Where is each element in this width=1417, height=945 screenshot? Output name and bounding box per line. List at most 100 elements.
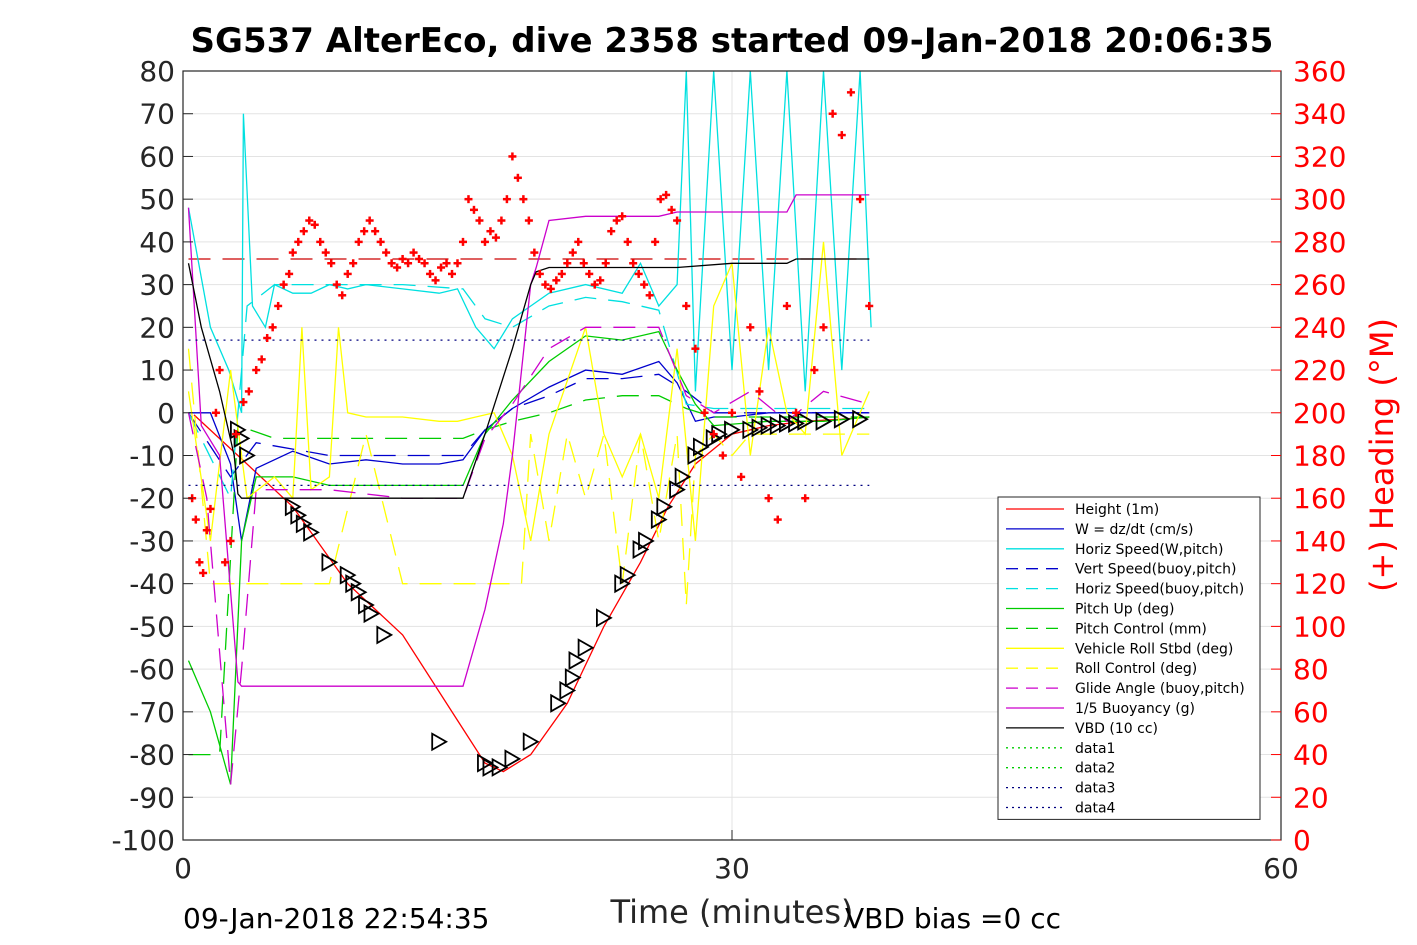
heading-marker [420, 259, 429, 268]
heading-marker [475, 216, 484, 225]
heading-marker [195, 558, 204, 567]
heading-marker [202, 526, 211, 535]
heading-marker [211, 408, 220, 417]
triangle-marker [674, 467, 692, 487]
heading-marker [349, 259, 358, 268]
legend-label: 1/5 Buoyancy (g) [1075, 701, 1195, 717]
heading-marker [191, 515, 200, 524]
triangle-marker [638, 531, 655, 551]
heading-marker [682, 301, 691, 310]
heading-marker [728, 408, 736, 417]
heading-marker [667, 205, 676, 214]
heading-marker [257, 355, 266, 364]
heading-marker [244, 387, 253, 396]
legend-label: Vert Speed(buoy,pitch) [1075, 562, 1237, 578]
heading-marker [409, 248, 418, 257]
heading-marker [232, 430, 241, 439]
y-right-tick-label: 160 [1293, 482, 1346, 515]
triangle-marker [779, 413, 796, 434]
footer-timestamp: 09-Jan-2018 22:54:35 [183, 902, 489, 935]
y-right-tick-label: 300 [1293, 183, 1346, 216]
legend: Height (1m) W = dz/dt (cm/s) Horiz Speed(W… [997, 496, 1261, 820]
heading-marker [819, 323, 828, 332]
legend-label: data4 [1075, 801, 1116, 817]
heading-marker [590, 280, 599, 289]
y-right-tick-label: 360 [1293, 55, 1346, 88]
footer-vbd-bias: VBD bias =0 cc [845, 902, 1061, 935]
triangle-marker [769, 416, 787, 436]
triangle-marker [284, 497, 302, 517]
heading-marker [480, 237, 489, 246]
heading-marker [502, 195, 511, 204]
heading-marker [497, 216, 506, 225]
legend-label: data1 [1075, 741, 1115, 757]
heading-marker [709, 430, 718, 439]
series-line-9 [187, 348, 870, 606]
y-right-tick-label: 80 [1293, 653, 1329, 686]
triangle-marker [339, 565, 357, 585]
heading-marker [431, 276, 440, 285]
heading-marker [607, 227, 616, 236]
y-left-tick-label: -40 [129, 568, 175, 601]
heading-marker [338, 291, 347, 300]
heading-marker [782, 301, 791, 310]
y-right-tick-label: 240 [1293, 311, 1346, 344]
heading-marker [579, 259, 588, 268]
heading-marker [387, 259, 396, 268]
triangle-marker [833, 409, 851, 429]
heading-marker [305, 216, 314, 225]
heading-marker [856, 195, 865, 204]
y-right-tick-label: 280 [1293, 226, 1346, 259]
heading-marker [274, 301, 283, 310]
y-left-tick-label: 60 [139, 140, 175, 173]
heading-marker [268, 323, 277, 332]
heading-marker [226, 536, 235, 545]
triangle-marker [363, 604, 381, 624]
heading-marker [464, 195, 473, 204]
legend-label: Height (1m) [1075, 502, 1159, 518]
heading-marker [398, 254, 407, 263]
heading-marker [764, 494, 773, 503]
heading-marker [371, 227, 380, 236]
heading-marker [360, 227, 369, 236]
y-right-tick-label: 100 [1293, 610, 1346, 643]
heading-marker [629, 259, 638, 268]
y-left-tick-label: -50 [129, 610, 175, 643]
axes: 80706050403020100-10-20-30-40-50-60-70-8… [111, 55, 1346, 885]
legend-label: Horiz Speed(W,pitch) [1075, 542, 1223, 558]
heading-marker [651, 237, 660, 246]
series-line-3 [187, 71, 872, 413]
triangle-marker [650, 510, 668, 530]
heading-marker [215, 366, 224, 375]
y-right-tick-label: 20 [1293, 781, 1329, 814]
heading-marker [755, 387, 764, 396]
triangle-marker [290, 505, 308, 525]
heading-marker [486, 227, 495, 236]
heading-marker [327, 259, 336, 268]
right-axis-label: (+) Heading (°M) [1363, 318, 1401, 592]
heading-marker [376, 237, 385, 246]
heading-marker [199, 568, 208, 577]
y-right-tick-label: 200 [1293, 397, 1346, 430]
y-right-tick-label: 320 [1293, 140, 1346, 173]
x-tick-label: 0 [174, 852, 192, 885]
heading-marker [535, 269, 544, 278]
heading-marker [448, 269, 457, 278]
heading-marker [321, 248, 330, 257]
heading-marker [563, 259, 572, 268]
triangle-marker [550, 693, 567, 713]
heading-marker [737, 472, 746, 481]
series-line-11 [187, 194, 870, 687]
heading-marker [623, 237, 632, 246]
y-left-tick-label: -100 [111, 824, 175, 857]
heading-marker [519, 195, 528, 204]
heading-marker [263, 334, 272, 343]
heading-marker [618, 212, 627, 221]
y-left-tick-label: -10 [129, 440, 175, 473]
triangle-marker [788, 413, 805, 434]
y-left-tick-label: -60 [129, 653, 175, 686]
heading-marker [491, 233, 500, 242]
triangle-marker [477, 753, 494, 773]
heading-marker [310, 220, 319, 229]
